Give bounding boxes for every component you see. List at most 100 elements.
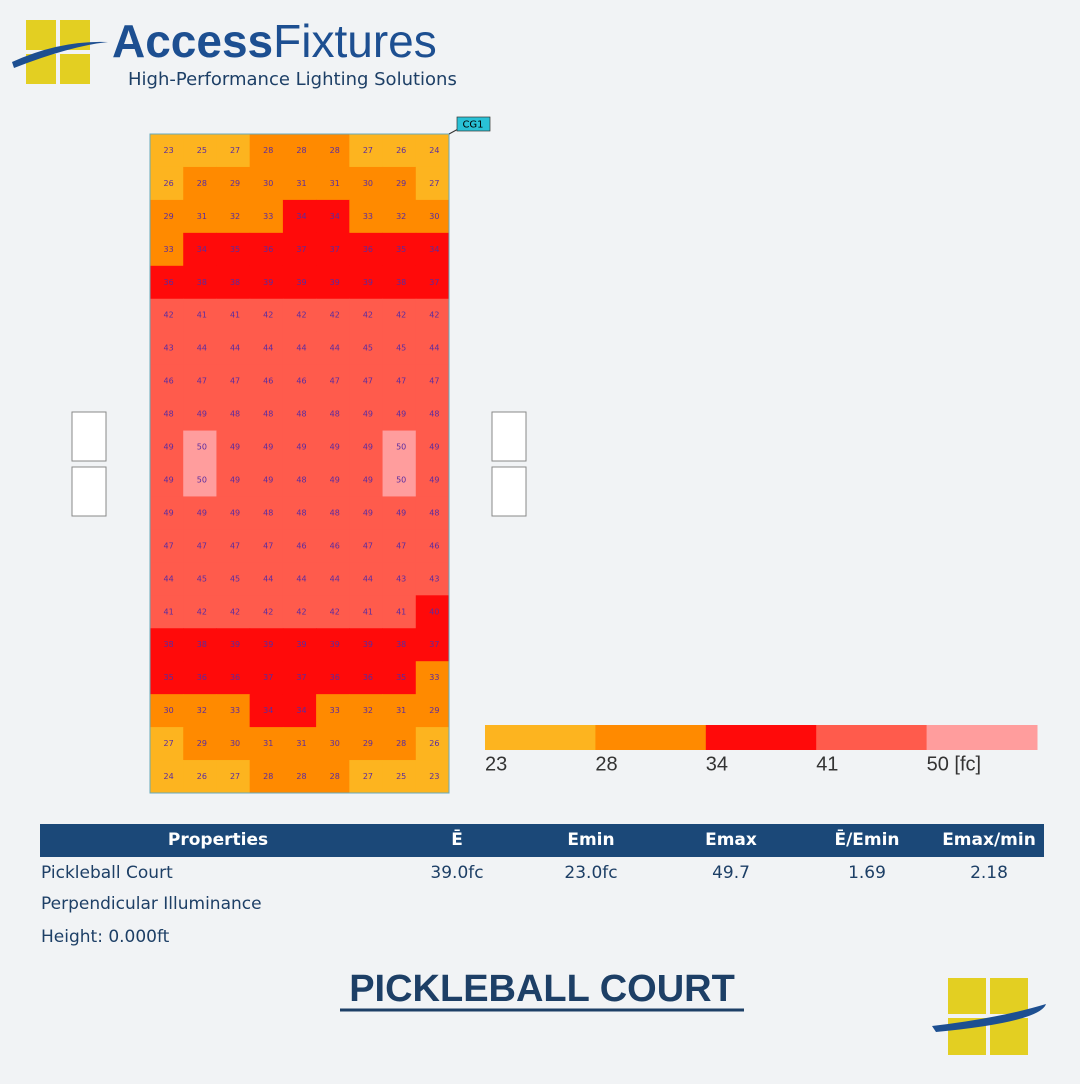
legend-swatch bbox=[926, 725, 1038, 750]
cell-value: 42 bbox=[429, 311, 439, 320]
cell-value: 37 bbox=[429, 640, 439, 649]
cell bbox=[316, 199, 350, 234]
cell-value: 47 bbox=[230, 541, 240, 550]
legend-label: 28 bbox=[595, 753, 617, 775]
cell-value: 46 bbox=[296, 541, 306, 550]
cell-value: 31 bbox=[197, 212, 207, 221]
cell bbox=[382, 364, 417, 399]
cell-value: 37 bbox=[263, 673, 273, 682]
cell bbox=[282, 265, 317, 300]
cell bbox=[183, 463, 217, 497]
cell-value: 49 bbox=[363, 443, 373, 452]
cell-value: 50 bbox=[197, 443, 207, 452]
cell bbox=[316, 727, 350, 761]
cell bbox=[216, 529, 251, 563]
cell bbox=[183, 595, 217, 629]
cell bbox=[249, 463, 284, 497]
cell bbox=[415, 727, 450, 761]
cell-value: 46 bbox=[263, 377, 273, 386]
cell bbox=[249, 595, 284, 629]
cell-value: 41 bbox=[197, 311, 207, 320]
cell bbox=[216, 628, 251, 662]
cell-value: 44 bbox=[330, 344, 340, 353]
cell bbox=[415, 496, 450, 530]
cell-value: 33 bbox=[263, 212, 273, 221]
cell bbox=[316, 166, 350, 201]
tag: CG1 bbox=[462, 120, 483, 131]
cell bbox=[150, 430, 184, 464]
cell bbox=[282, 331, 317, 366]
table: Properties Ē Emin Emax Ē/Emin Emax/min Pickleb… bbox=[41, 828, 1036, 947]
cell bbox=[382, 331, 417, 366]
cell-value: 50 bbox=[396, 475, 406, 484]
cell-value: 25 bbox=[396, 772, 406, 781]
cell-value: 38 bbox=[197, 640, 207, 649]
cell-value: 27 bbox=[230, 146, 240, 155]
title: PICKLEBALL COURT bbox=[349, 968, 735, 1010]
cell bbox=[382, 496, 417, 530]
cell-value: 31 bbox=[296, 739, 306, 748]
cell bbox=[349, 134, 384, 168]
cell bbox=[183, 364, 217, 399]
cell-value: 24 bbox=[164, 772, 174, 781]
cell-value: 32 bbox=[230, 212, 240, 221]
cell-value: 46 bbox=[296, 377, 306, 386]
cell-value: 48 bbox=[429, 508, 439, 517]
cell bbox=[216, 430, 251, 464]
cell-value: 39 bbox=[230, 640, 240, 649]
cell-value: 49 bbox=[363, 475, 373, 484]
cell-value: 48 bbox=[429, 410, 439, 419]
cell bbox=[382, 595, 417, 629]
cell-value: 48 bbox=[330, 410, 340, 419]
cell bbox=[216, 595, 251, 629]
cell-value: 37 bbox=[429, 278, 439, 287]
cell-value: 49 bbox=[363, 508, 373, 517]
heatmap: 23 25 27 28 28 28 27 26 24 26 28 29 30 31 31 30 29 27 29 31… bbox=[150, 134, 450, 794]
cell bbox=[415, 232, 450, 267]
cell bbox=[349, 661, 384, 695]
cell bbox=[150, 397, 184, 432]
cell-value: 27 bbox=[429, 179, 439, 188]
cell-value: 49 bbox=[230, 508, 240, 517]
cell bbox=[150, 694, 184, 728]
cell-value: 47 bbox=[330, 377, 340, 386]
cell-value: 49 bbox=[263, 475, 273, 484]
cell bbox=[316, 562, 350, 596]
cell bbox=[216, 232, 251, 267]
cell-value: 36 bbox=[164, 278, 174, 287]
table-cell: 1.69 bbox=[848, 863, 886, 883]
cell-value: 27 bbox=[164, 739, 174, 748]
table-cell: 49.7 bbox=[712, 863, 750, 883]
cell-value: 49 bbox=[230, 443, 240, 452]
cell bbox=[415, 199, 450, 234]
cell-value: 38 bbox=[396, 278, 406, 287]
cell-value: 31 bbox=[396, 706, 406, 715]
cell bbox=[349, 727, 384, 761]
cell bbox=[282, 628, 317, 662]
cell-value: 30 bbox=[330, 739, 340, 748]
cell bbox=[282, 430, 317, 464]
cell-value: 39 bbox=[263, 278, 273, 287]
cell-value: 31 bbox=[330, 179, 340, 188]
table-header-cell: Emax bbox=[705, 830, 757, 850]
cell bbox=[415, 628, 450, 662]
cell-value: 37 bbox=[296, 673, 306, 682]
cell-value: 26 bbox=[164, 179, 174, 188]
cell-value: 41 bbox=[164, 607, 174, 616]
cell-value: 30 bbox=[263, 179, 273, 188]
cell-value: 47 bbox=[363, 377, 373, 386]
cell-value: 43 bbox=[396, 574, 406, 583]
cell bbox=[249, 331, 284, 366]
cell-value: 33 bbox=[230, 706, 240, 715]
cell bbox=[316, 463, 350, 497]
cell-value: 35 bbox=[230, 245, 240, 254]
cell-value: 29 bbox=[429, 706, 439, 715]
cell bbox=[415, 661, 450, 695]
cell-value: 42 bbox=[296, 607, 306, 616]
table-cell: 2.18 bbox=[970, 863, 1008, 883]
cell-value: 46 bbox=[429, 541, 439, 550]
cell bbox=[415, 562, 450, 596]
cell bbox=[249, 760, 284, 794]
cell bbox=[183, 529, 217, 563]
cell-value: 48 bbox=[296, 475, 306, 484]
